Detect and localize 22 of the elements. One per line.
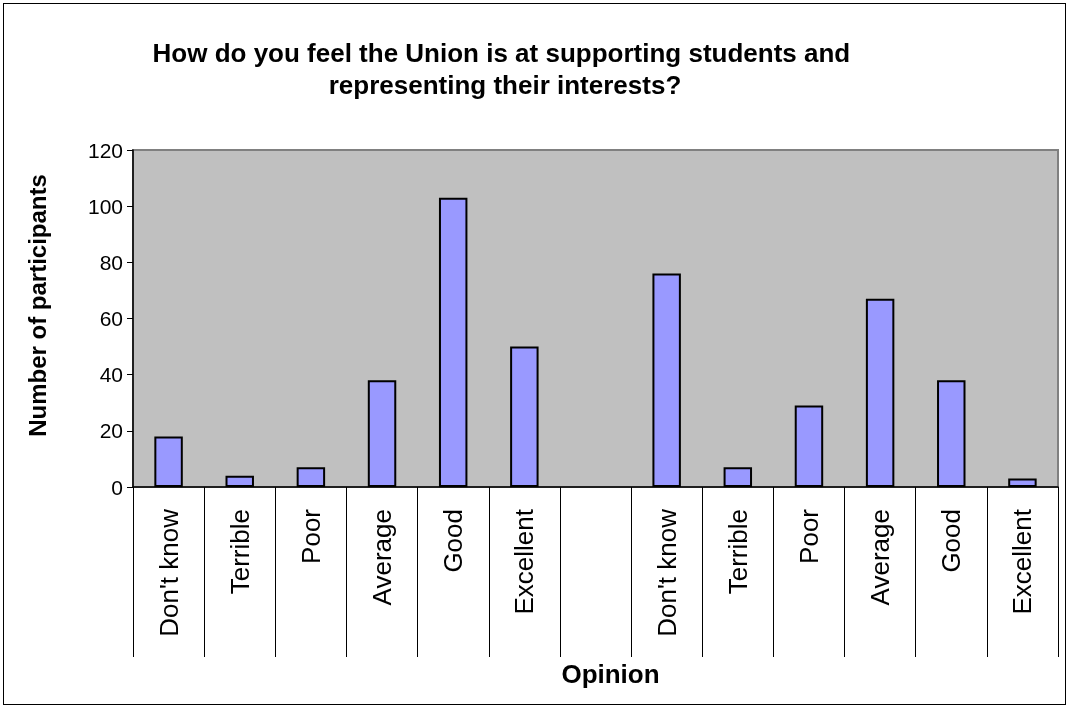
x-tick-label: Excellent xyxy=(509,508,540,615)
x-tick-label: Terrible xyxy=(722,509,753,595)
y-tick-label: 40 xyxy=(99,363,123,387)
x-tick-label: Good xyxy=(438,509,469,573)
x-tick-label: Don't know xyxy=(153,508,184,637)
x-tick-label: Average xyxy=(367,509,398,606)
x-tick-label: Poor xyxy=(295,508,326,564)
x-axis-title: Opinion xyxy=(561,659,660,689)
chart-title: How do you feel the Union is at supporting students and representing their interests? xyxy=(152,38,858,100)
y-axis-title: Number of participants xyxy=(23,174,51,437)
x-tick-label: Don't know xyxy=(651,508,682,637)
y-tick-label: 0 xyxy=(111,475,123,499)
x-tick-label: Poor xyxy=(793,508,824,564)
x-tick-label: Average xyxy=(865,509,896,606)
y-tick-label: 100 xyxy=(87,194,123,218)
y-tick-label: 60 xyxy=(99,307,123,330)
y-tick-label: 120 xyxy=(87,138,123,162)
x-tick-label: Good xyxy=(936,509,967,573)
y-tick-label: 80 xyxy=(99,250,123,274)
y-tick-label: 20 xyxy=(99,419,123,443)
x-tick-label: Terrible xyxy=(224,509,255,595)
x-tick-label: Excellent xyxy=(1007,508,1038,615)
